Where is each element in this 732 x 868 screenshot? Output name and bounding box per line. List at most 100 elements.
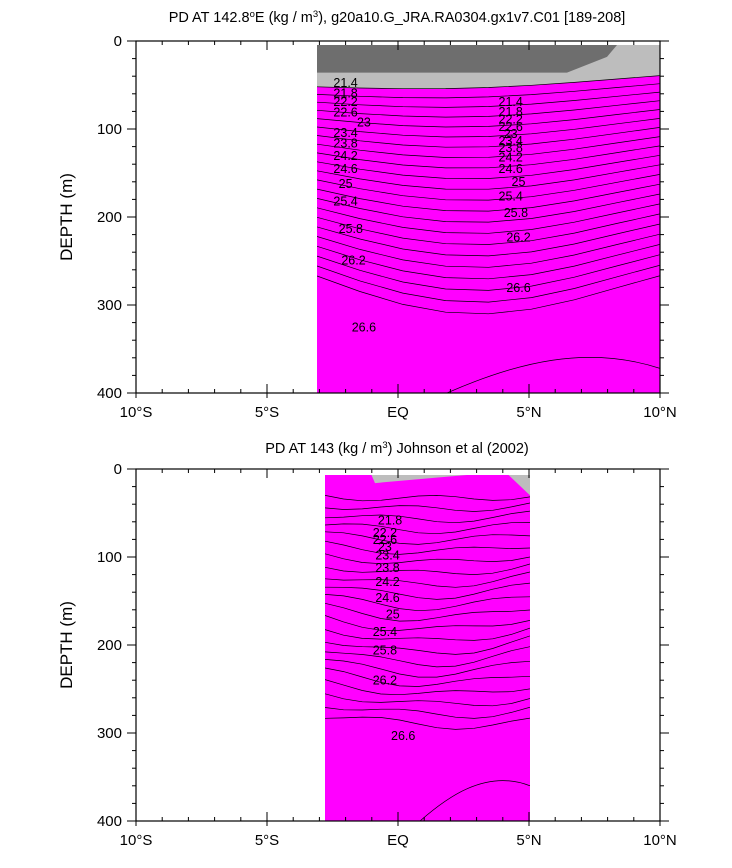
contour-label: 22.6 (499, 120, 523, 134)
title-bottom-part-2: ) Johnson et al (2002) (388, 441, 529, 457)
chart-title-bottom: PD AT 143 (kg / m3) Johnson et al (2002) (265, 440, 528, 458)
contour-line (317, 275, 660, 315)
y-tick-label: 0 (114, 33, 122, 50)
density-fill-top (317, 45, 660, 393)
contour-label: 23 (378, 540, 392, 554)
contour-line (325, 510, 530, 524)
contour-label: 25.8 (373, 644, 397, 658)
contour-label: 26.2 (506, 231, 530, 245)
contour-line (317, 136, 660, 158)
contour-label: 21.4 (499, 95, 523, 109)
contour-label: 21.4 (333, 76, 357, 90)
contour-label: 26.2 (373, 674, 397, 688)
contour-label: 23 (357, 115, 371, 129)
contour-line (317, 118, 660, 138)
contour-label: 23.4 (499, 134, 523, 148)
contour-line (317, 254, 660, 291)
contour-line (325, 495, 530, 502)
contour-label: 25.4 (499, 189, 523, 203)
contour-label: 21.8 (499, 105, 523, 119)
contour-label: 25 (512, 175, 526, 189)
contour-label: 24.6 (333, 162, 357, 176)
contour-line (317, 183, 660, 212)
contour-line (325, 667, 530, 687)
axis-ticks-bottom: 10°S 5°S EQ 5°N 10°N 0 100 200 300 400 (97, 461, 677, 849)
y-tick-label: 300 (97, 725, 122, 742)
contour-label: 24.2 (375, 575, 399, 589)
x-tick-label: EQ (387, 404, 409, 421)
contour-label: 22.6 (373, 533, 397, 547)
y-tick-label: 200 (97, 209, 122, 226)
contour-label: 24.6 (499, 162, 523, 176)
density-band-darkest (317, 45, 617, 73)
contour-line (325, 522, 530, 535)
y-tick-label: 0 (114, 461, 122, 478)
contour-label: 23.8 (499, 141, 523, 155)
contour-label: 25.8 (504, 206, 528, 220)
contour-line (325, 553, 530, 565)
title-top-part-2: E (kg / m (255, 10, 313, 26)
axis-ticks-top: 10°S 5°S EQ 5°N 10°N 0 100 200 300 400 (97, 33, 677, 421)
contour-line (317, 233, 660, 268)
contour-line (325, 706, 530, 719)
title-bottom-part-1: PD AT 143 (kg / m (265, 441, 382, 457)
contour-line (446, 356, 660, 393)
contour-label: 26.6 (352, 320, 376, 334)
contour-label: 25 (386, 608, 400, 622)
contour-label: 26.6 (391, 729, 415, 743)
contour-line (317, 244, 660, 280)
contour-line (317, 83, 660, 99)
contour-line (325, 540, 530, 555)
contour-line (325, 646, 530, 668)
x-tick-label: 10°S (120, 832, 153, 849)
contour-line (317, 91, 660, 108)
x-tick-label: 5°N (516, 832, 541, 849)
contour-label: 22.6 (333, 106, 357, 120)
x-tick-label: 10°N (643, 404, 677, 421)
contour-line (325, 571, 530, 588)
panel-top: PD AT 142.8oE (kg / m3), g20a10.G_JRA.RA… (57, 9, 677, 422)
x-tick-label: EQ (387, 832, 409, 849)
contour-label: 25 (339, 177, 353, 191)
contour-lines-top (317, 75, 660, 393)
y-tick-label: 300 (97, 297, 122, 314)
y-tick-label: 200 (97, 637, 122, 654)
x-tick-label: 10°N (643, 832, 677, 849)
contour-line (325, 716, 530, 730)
y-tick-label: 400 (97, 385, 122, 402)
contour-line (325, 502, 530, 512)
y-tick-label: 100 (97, 549, 122, 566)
contour-line (317, 154, 660, 179)
x-tick-label: 5°S (255, 832, 279, 849)
panel-bottom: PD AT 143 (kg / m3) Johnson et al (2002)… (57, 440, 677, 850)
title-top-part-3: ), g20a10.G_JRA.RA0304.gx1v7.C01 [189-20… (318, 10, 625, 26)
contour-label: 25.4 (373, 625, 397, 639)
contour-label: 22.2 (333, 95, 357, 109)
contour-label: 22.2 (499, 113, 523, 127)
contour-label: 26.6 (506, 281, 530, 295)
title-bottom-superscript: 3 (382, 440, 387, 451)
contour-line (325, 602, 530, 622)
contour-label: 24.2 (499, 151, 523, 165)
contour-line (325, 594, 530, 612)
density-band (325, 495, 530, 821)
x-tick-label: 10°S (120, 404, 153, 421)
contour-line (325, 615, 530, 631)
contour-line (325, 659, 530, 678)
contour-lines-bottom (325, 495, 530, 821)
contour-line (325, 679, 530, 696)
x-tick-label: 5°N (516, 404, 541, 421)
contour-line (317, 127, 660, 148)
contour-line (317, 193, 660, 223)
x-tick-label: 5°S (255, 404, 279, 421)
contour-line (325, 582, 530, 600)
contour-labels-top: 21.421.822.222.62323.423.824.224.62525.4… (333, 76, 530, 335)
contour-line (317, 164, 660, 190)
contour-label: 23.4 (333, 126, 357, 140)
chart-title-top: PD AT 142.8oE (kg / m3), g20a10.G_JRA.RA… (169, 9, 626, 27)
contour-line (419, 780, 530, 821)
contour-line (317, 75, 660, 90)
title-top-degree: o (250, 9, 255, 20)
